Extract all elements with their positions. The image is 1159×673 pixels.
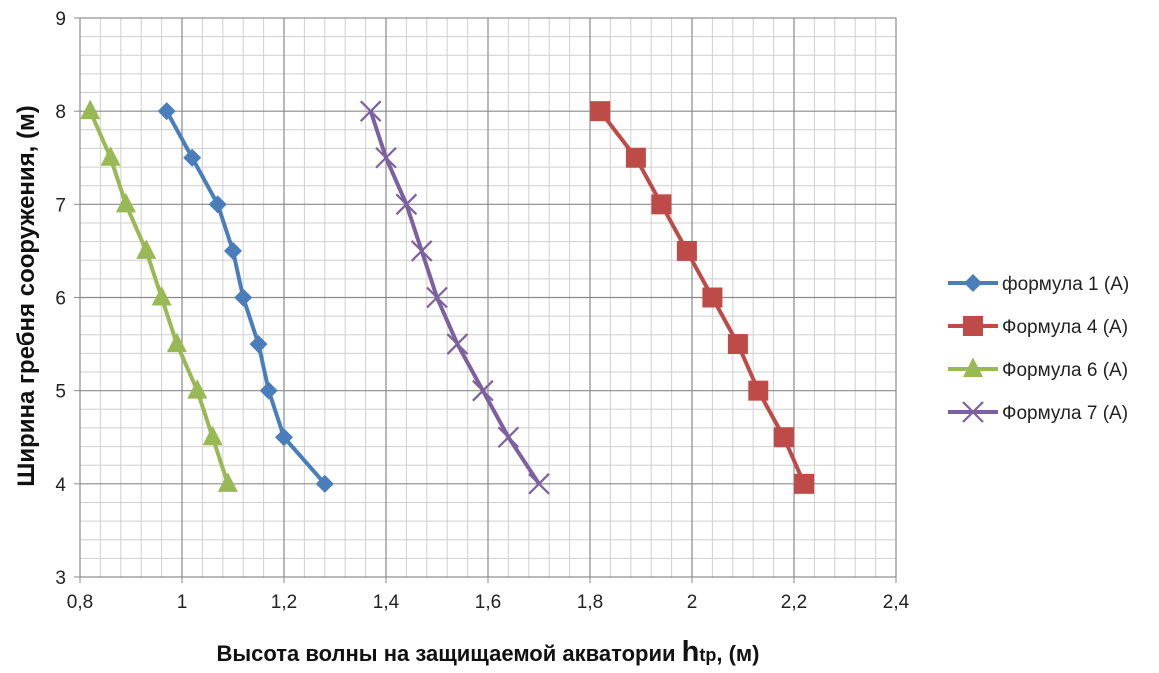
- x-marker-stroke: [962, 401, 984, 423]
- data-point: [446, 333, 469, 355]
- data-point: [773, 427, 794, 448]
- data-point: [676, 240, 697, 261]
- y-tick-label: 7: [55, 195, 66, 216]
- data-point: [497, 426, 520, 449]
- data-point: [100, 146, 121, 166]
- data-point: [208, 195, 227, 214]
- legend-label: Формула 4 (А): [1002, 317, 1128, 338]
- data-point: [187, 379, 208, 399]
- data-point: [202, 425, 223, 446]
- data-point: [217, 472, 238, 492]
- data-point: [426, 286, 448, 309]
- x-marker-stroke: [375, 146, 397, 169]
- legend-marker: [962, 401, 984, 423]
- legend-marker: [963, 316, 983, 336]
- y-tick-label: 5: [55, 382, 66, 403]
- x-tick-label: 0,8: [67, 592, 93, 613]
- x-marker-stroke: [472, 379, 494, 402]
- legend-label: формула 1 (А): [1002, 274, 1129, 295]
- x-tick-label: 2,2: [781, 592, 807, 613]
- data-point: [157, 102, 176, 121]
- data-point: [375, 146, 397, 169]
- x-tick-label: 1,4: [373, 592, 400, 613]
- data-point: [651, 194, 672, 215]
- x-tick-label: 1,2: [271, 592, 297, 613]
- data-point: [115, 192, 136, 213]
- data-point: [151, 286, 172, 306]
- data-point: [249, 335, 268, 354]
- data-point: [472, 379, 494, 402]
- series-2: [590, 101, 815, 494]
- x-marker-stroke: [359, 100, 382, 122]
- data-point: [166, 332, 187, 353]
- data-point: [794, 473, 815, 494]
- series-layer: [80, 99, 815, 495]
- data-point: [727, 334, 748, 355]
- data-point: [410, 240, 433, 262]
- data-point: [234, 288, 253, 307]
- x-axis-title-h: h: [682, 636, 700, 668]
- data-point: [359, 100, 382, 122]
- x-axis-ticks: 0,8 1 1,2 1,4 1,6 1,8 2 2,2 2,4: [67, 577, 910, 613]
- x-axis-title: Высота волны на защищаемой акватории htp…: [216, 636, 759, 668]
- data-point: [80, 99, 101, 120]
- x-tick-label: 1,8: [577, 592, 603, 613]
- x-marker-stroke: [410, 240, 433, 262]
- x-marker-stroke: [528, 473, 550, 495]
- legend-item-3: Формула 6 (А): [948, 357, 1128, 381]
- x-tick-label: 2,4: [883, 592, 910, 613]
- y-tick-label: 6: [55, 289, 66, 310]
- x-axis-title-unit: , (м): [716, 641, 759, 666]
- legend: формула 1 (А) Формула 4 (А) Формула 6 (А) Ф…: [948, 274, 1129, 424]
- x-axis-title-main: Высота волны на защищаемой акватории: [216, 641, 681, 666]
- data-point: [625, 147, 646, 168]
- data-point: [275, 428, 293, 447]
- y-axis-title: Ширина гребня сооружения, (м): [13, 105, 40, 487]
- x-marker-stroke: [497, 426, 520, 449]
- x-axis-title-subscript: tp: [699, 645, 716, 665]
- data-point: [528, 473, 550, 495]
- y-axis-ticks: 3 4 5 6 7 8 9: [55, 9, 80, 589]
- legend-item-1: формула 1 (А): [948, 274, 1129, 295]
- y-tick-label: 8: [55, 102, 66, 123]
- data-point: [590, 101, 611, 122]
- data-point: [315, 474, 334, 493]
- series-1: [157, 102, 334, 493]
- data-point: [136, 239, 157, 259]
- legend-label: Формула 6 (А): [1002, 360, 1128, 381]
- legend-marker: [963, 357, 983, 377]
- x-marker-stroke: [395, 193, 418, 216]
- legend-marker: [964, 274, 982, 292]
- legend-label: Формула 7 (А): [1002, 403, 1128, 424]
- x-tick-label: 2: [687, 592, 698, 613]
- legend-item-4: Формула 7 (А): [948, 401, 1128, 424]
- y-tick-label: 3: [55, 568, 66, 589]
- legend-item-2: Формула 4 (А): [948, 316, 1128, 338]
- data-point: [702, 287, 723, 308]
- x-tick-label: 1: [177, 592, 188, 613]
- data-point: [395, 193, 418, 216]
- data-point: [748, 380, 769, 401]
- x-tick-label: 1,6: [475, 592, 501, 613]
- series-3: [80, 99, 238, 492]
- y-tick-label: 9: [55, 9, 66, 30]
- x-marker-stroke: [426, 286, 448, 309]
- x-marker-stroke: [446, 333, 469, 355]
- data-point: [224, 241, 242, 260]
- series-4: [359, 100, 550, 495]
- data-point: [259, 381, 278, 400]
- y-tick-label: 4: [55, 475, 66, 496]
- data-point: [183, 148, 202, 167]
